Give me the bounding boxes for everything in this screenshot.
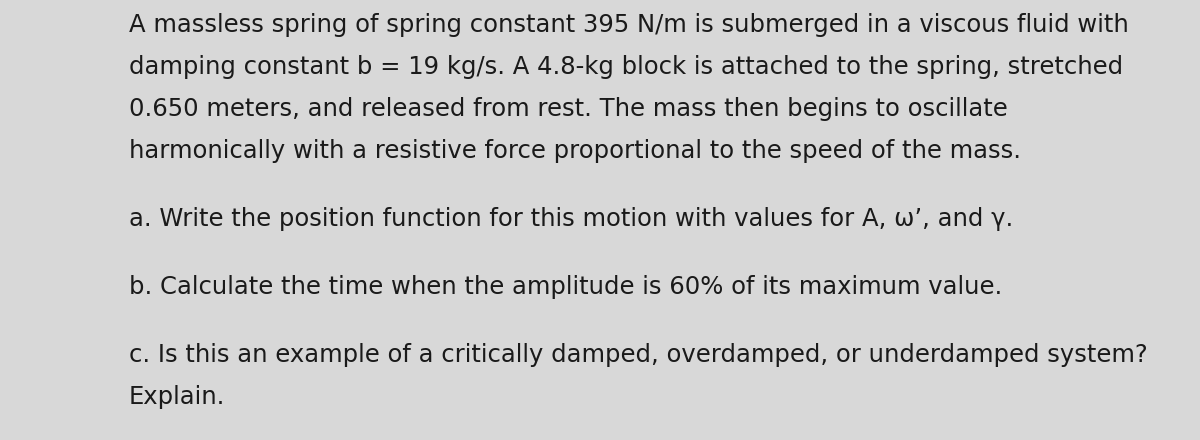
- Text: Explain.: Explain.: [128, 385, 226, 409]
- Text: c. Is this an example of a critically damped, overdamped, or underdamped system?: c. Is this an example of a critically da…: [128, 343, 1147, 367]
- Text: harmonically with a resistive force proportional to the speed of the mass.: harmonically with a resistive force prop…: [128, 139, 1021, 163]
- Text: A massless spring of spring constant 395 N/m is submerged in a viscous fluid wit: A massless spring of spring constant 395…: [128, 13, 1128, 37]
- Text: b. Calculate the time when the amplitude is 60% of its maximum value.: b. Calculate the time when the amplitude…: [128, 275, 1002, 299]
- Text: a. Write the position function for this motion with values for A, ω’, and γ.: a. Write the position function for this …: [128, 207, 1013, 231]
- Text: 0.650 meters, and released from rest. The mass then begins to oscillate: 0.650 meters, and released from rest. Th…: [128, 97, 1008, 121]
- Text: damping constant b = 19 kg/s. A 4.8-kg block is attached to the spring, stretche: damping constant b = 19 kg/s. A 4.8-kg b…: [128, 55, 1123, 79]
